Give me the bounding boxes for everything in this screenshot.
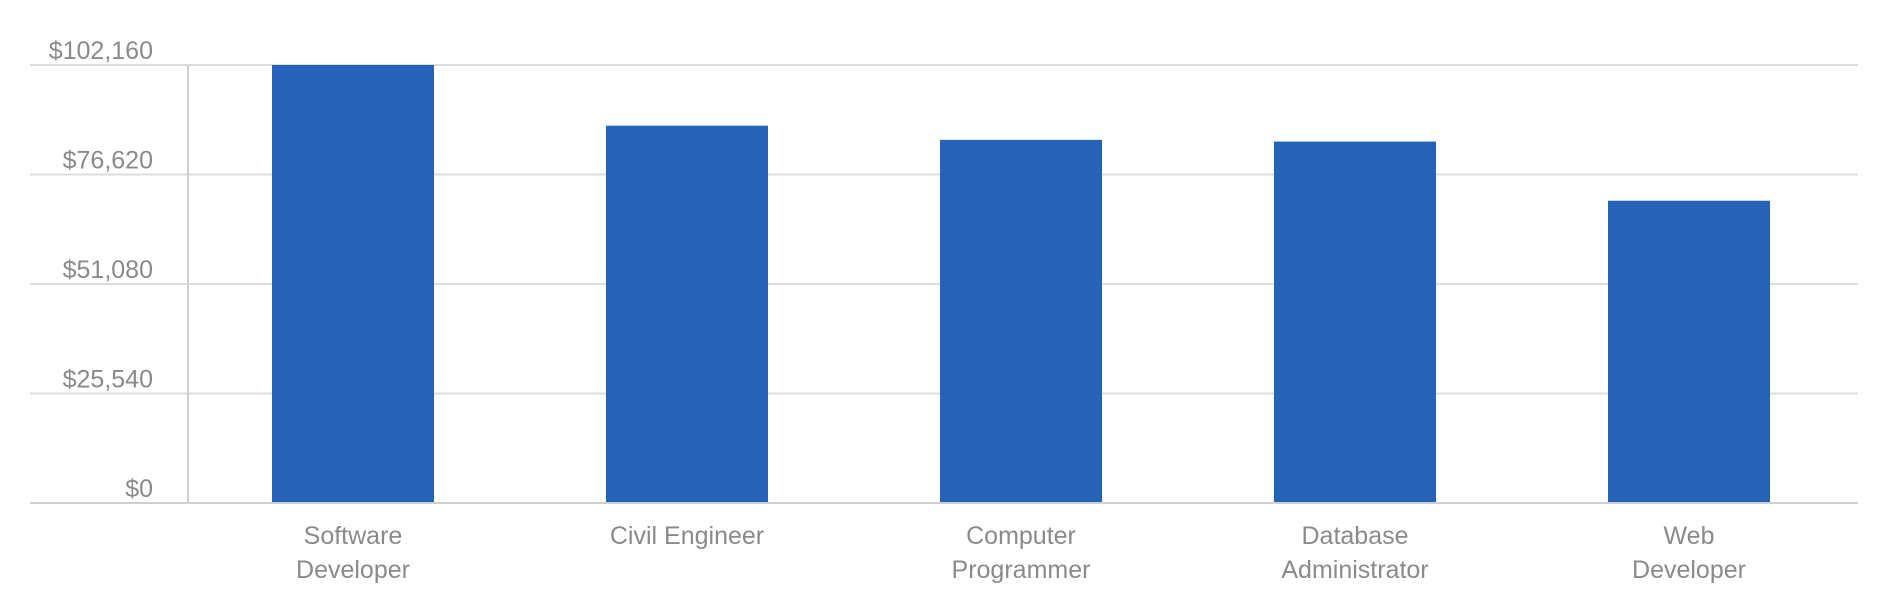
y-tick-label: $51,080 [63, 256, 153, 284]
x-category-label: Database [1301, 522, 1408, 550]
x-category-label: Web [1664, 522, 1715, 550]
x-category-label: Developer [1632, 556, 1746, 584]
bar[interactable] [940, 139, 1102, 504]
x-category-label: Civil Engineer [610, 522, 764, 550]
bar[interactable] [1274, 141, 1436, 504]
y-tick-label: $25,540 [63, 366, 153, 394]
x-category-label: Developer [296, 556, 410, 584]
x-category-label: Computer [966, 522, 1076, 550]
x-category-label: Programmer [952, 556, 1091, 584]
bars [272, 65, 1770, 504]
x-axis-category-labels: Software Developer Civil Engineer Computer P… [296, 522, 1746, 584]
x-category-label: Administrator [1281, 556, 1428, 584]
y-axis-tick-labels: $0 $25,540 $51,080 $76,620 $102,160 [49, 37, 153, 503]
x-category-label: Software [304, 522, 403, 550]
bar[interactable] [1608, 200, 1770, 504]
y-tick-label: $0 [125, 475, 153, 503]
bar[interactable] [606, 125, 768, 503]
y-tick-label: $76,620 [63, 147, 153, 175]
y-tick-label: $102,160 [49, 37, 153, 65]
bar[interactable] [272, 65, 434, 503]
